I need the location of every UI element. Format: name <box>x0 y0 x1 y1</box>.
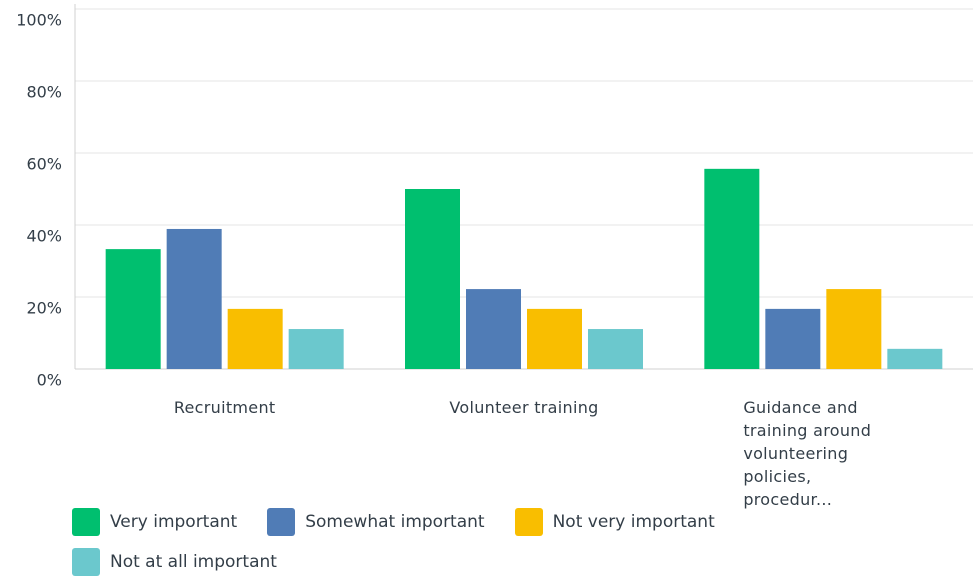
x-tick-text: Volunteer training <box>449 398 599 417</box>
bar <box>405 189 460 369</box>
legend-item: Very important <box>72 508 237 536</box>
bar <box>826 289 882 369</box>
x-tick-label: Recruitment <box>125 396 325 419</box>
y-tick-label: 80% <box>26 83 62 102</box>
y-tick-label: 60% <box>26 155 62 174</box>
legend-swatch <box>514 508 543 536</box>
bar <box>466 289 521 369</box>
bar <box>765 308 821 369</box>
legend-swatch <box>72 548 100 576</box>
bar <box>704 168 760 369</box>
legend-label: Not very important <box>552 512 715 532</box>
legend-label: Somewhat important <box>305 512 485 532</box>
legend-item: Not very important <box>514 508 715 536</box>
y-tick-label: 40% <box>26 227 62 246</box>
bar <box>288 329 344 369</box>
y-tick-label: 20% <box>26 299 62 318</box>
y-tick-label: 0% <box>37 371 62 390</box>
x-tick-text: Guidance and training around volunteerin… <box>743 398 872 509</box>
chart: 0% 20% 40% 60% 80% 100% <box>16 4 973 390</box>
x-tick-label: Guidance and training around volunteerin… <box>723 396 923 511</box>
bar <box>887 348 943 369</box>
legend-item: Not at all important <box>72 548 277 576</box>
bar <box>105 249 161 369</box>
bar <box>166 228 222 369</box>
legend-item: Somewhat important <box>267 508 485 536</box>
legend-label: Very important <box>110 512 238 532</box>
bar <box>227 308 283 369</box>
y-tick-label: 100% <box>16 11 62 30</box>
legend-swatch <box>72 508 100 536</box>
legend: Very important Somewhat important Not very… <box>72 508 872 576</box>
x-tick-label: Volunteer training <box>424 396 624 419</box>
bar <box>588 329 643 369</box>
bar <box>527 308 582 369</box>
legend-swatch <box>267 508 296 536</box>
legend-label: Not at all important <box>110 552 277 572</box>
x-tick-text: Recruitment <box>173 398 276 417</box>
